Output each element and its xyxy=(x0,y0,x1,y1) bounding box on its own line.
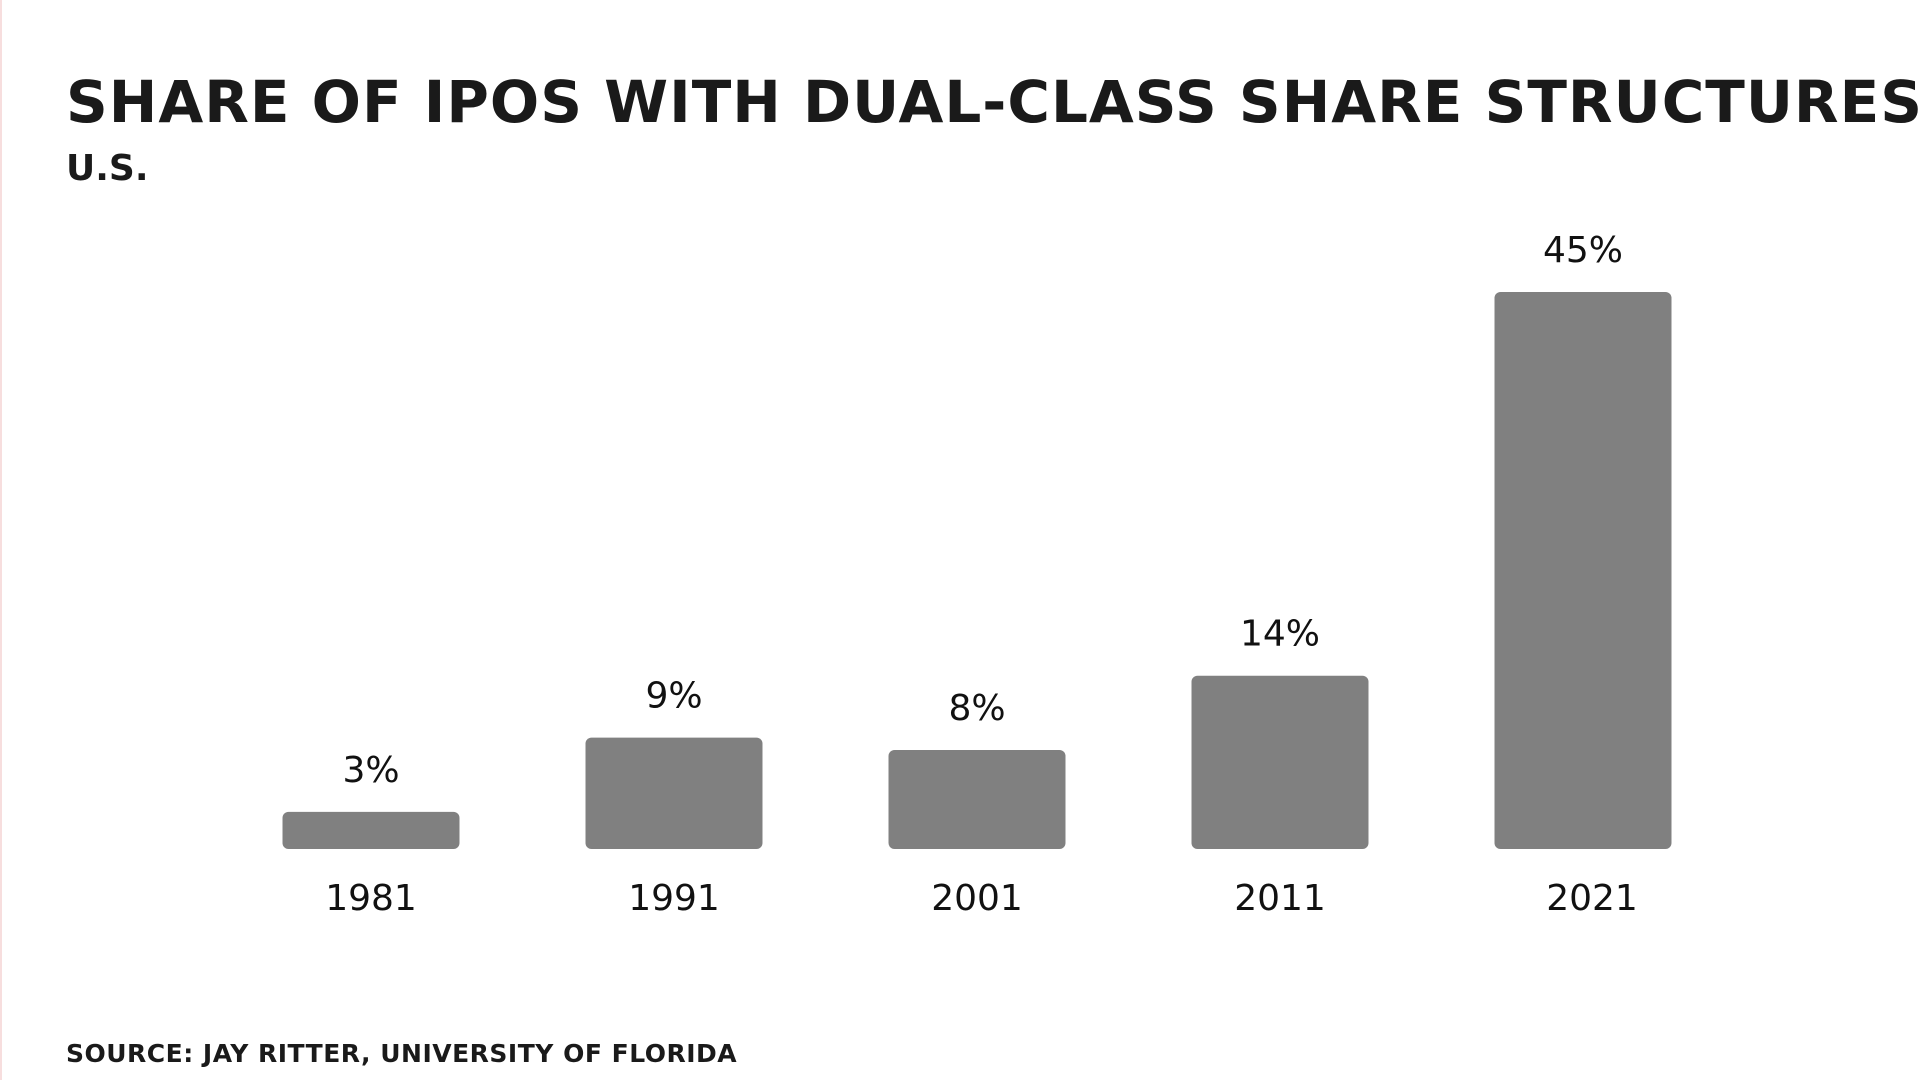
bar xyxy=(1494,292,1672,849)
x-tick-label: 2011 xyxy=(1234,878,1326,919)
x-tick-label: 1991 xyxy=(628,878,720,919)
source-note: SOURCE: JAY RITTER, UNIVERSITY OF FLORID… xyxy=(66,1039,737,1068)
x-tick-label: 2021 xyxy=(1546,878,1638,919)
value-label: 9% xyxy=(645,676,702,717)
x-tick-label: 1981 xyxy=(325,878,417,919)
value-label: 8% xyxy=(948,688,1005,729)
chart-subtitle: U.S. xyxy=(66,148,149,189)
bar xyxy=(585,737,763,849)
bar xyxy=(1191,675,1369,849)
value-label: 3% xyxy=(342,750,399,791)
value-label: 45% xyxy=(1543,230,1623,271)
chart-title: SHARE OF IPOS WITH DUAL-CLASS SHARE STRU… xyxy=(66,68,1920,136)
bar xyxy=(888,749,1066,849)
bar xyxy=(282,811,460,849)
x-tick-label: 2001 xyxy=(931,878,1023,919)
value-label: 14% xyxy=(1240,614,1320,655)
edge-line xyxy=(0,0,2,1080)
